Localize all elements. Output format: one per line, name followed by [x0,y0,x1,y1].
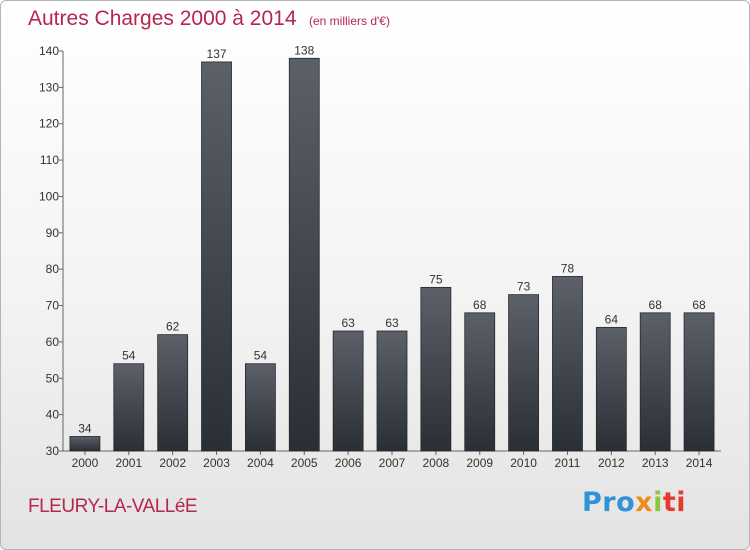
y-tick-label: 140 [39,44,59,58]
x-tick-label: 2001 [115,456,142,470]
y-tick-labels: 30 40 50 60 70 80 90 100 110 120 130 140 [39,44,59,458]
data-label: 62 [166,320,180,334]
y-tick-label: 50 [46,371,60,385]
data-labels: 34 54 62 137 54 138 63 63 75 68 73 78 64 68 68 [78,43,706,435]
x-tick-labels: 2000 2001 2002 2003 2004 2005 2006 2007 2008 2009… [72,456,713,470]
bar [595,326,627,452]
x-tick-label: 2014 [686,456,713,470]
bar [113,363,145,452]
logo-part-3: i [653,487,663,518]
title-row: Autres Charges 2000 à 2014 (en milliers … [28,7,390,31]
x-tick-label: 2006 [335,456,362,470]
bar [683,312,715,452]
x-tick-label: 2009 [466,456,493,470]
data-label: 137 [207,47,227,61]
data-label: 54 [122,349,136,363]
y-tick-label: 60 [46,335,60,349]
bar [201,61,232,452]
y-tick-label: 110 [40,153,59,167]
logo-part-2: x [635,487,654,518]
data-label: 54 [254,349,268,363]
data-label: 73 [517,280,531,294]
x-tick-label: 2011 [555,456,581,470]
bar [157,334,189,452]
logo-part-4: ti [662,487,687,518]
x-tick-label: 2007 [379,456,406,470]
bar [376,330,408,452]
y-tick-label: 40 [46,408,60,422]
bar [244,363,276,452]
y-tick-label: 130 [39,80,59,94]
y-tick-label: 30 [46,444,60,458]
data-label: 64 [605,312,619,326]
data-label: 75 [429,272,443,286]
bar [508,294,540,452]
x-tick-label: 2005 [291,456,318,470]
data-label: 78 [561,261,575,275]
logo-part-1: Pro [582,487,636,518]
x-tick-label: 2003 [203,456,230,470]
x-tick-label: 2008 [423,456,450,470]
bar [639,312,671,452]
x-tick-label: 2013 [642,456,669,470]
bar [69,436,101,452]
chart-title: Autres Charges 2000 à 2014 [28,7,297,30]
x-tick-label: 2000 [72,456,99,470]
data-label: 68 [692,298,706,312]
y-tick-label: 100 [39,189,59,203]
x-tick-label: 2004 [247,456,274,470]
bar [332,330,364,452]
bar [288,57,320,452]
y-tick-label: 90 [46,226,60,240]
commune-name: FLEURY-LA-VALLéE [28,496,198,517]
bar [464,312,496,452]
y-tick-label: 120 [39,117,59,131]
chart-subtitle: (en milliers d'€) [308,14,390,28]
data-label: 68 [473,298,487,312]
x-tick-label: 2002 [159,456,186,470]
x-tick-label: 2010 [510,456,537,470]
y-tick-label: 70 [46,299,60,313]
bars [69,57,715,452]
x-tick-label: 2012 [598,456,625,470]
data-label: 138 [294,43,314,57]
y-tick-label: 80 [46,262,60,276]
data-label: 68 [649,298,663,312]
bar [420,286,452,452]
data-label: 63 [385,316,399,330]
data-label: 63 [341,316,355,330]
bar [552,276,583,452]
proxiti-logo: Proxiti [582,487,686,518]
data-label: 34 [78,421,92,435]
